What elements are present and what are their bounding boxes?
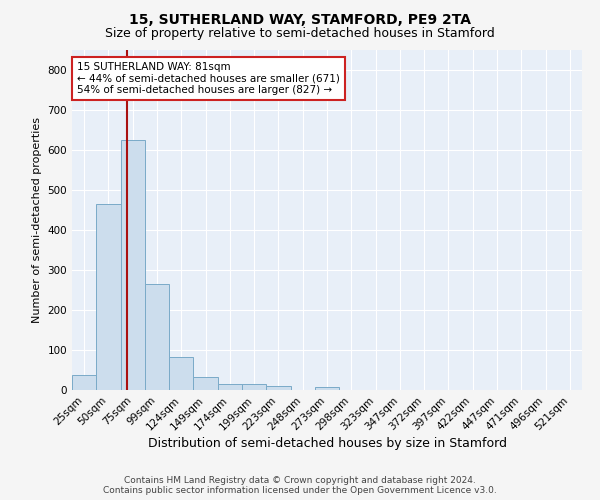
Bar <box>145 284 169 390</box>
Text: 15, SUTHERLAND WAY, STAMFORD, PE9 2TA: 15, SUTHERLAND WAY, STAMFORD, PE9 2TA <box>129 12 471 26</box>
Bar <box>72 375 96 390</box>
Bar <box>242 384 266 390</box>
Bar <box>96 204 121 390</box>
Bar <box>315 387 339 390</box>
Text: 15 SUTHERLAND WAY: 81sqm
← 44% of semi-detached houses are smaller (671)
54% of : 15 SUTHERLAND WAY: 81sqm ← 44% of semi-d… <box>77 62 340 95</box>
Bar <box>121 140 145 390</box>
Bar <box>218 384 242 390</box>
Text: Contains HM Land Registry data © Crown copyright and database right 2024.
Contai: Contains HM Land Registry data © Crown c… <box>103 476 497 495</box>
Y-axis label: Number of semi-detached properties: Number of semi-detached properties <box>32 117 42 323</box>
Text: Size of property relative to semi-detached houses in Stamford: Size of property relative to semi-detach… <box>105 28 495 40</box>
Bar <box>193 377 218 390</box>
X-axis label: Distribution of semi-detached houses by size in Stamford: Distribution of semi-detached houses by … <box>148 438 506 450</box>
Bar <box>266 386 290 390</box>
Bar <box>169 357 193 390</box>
